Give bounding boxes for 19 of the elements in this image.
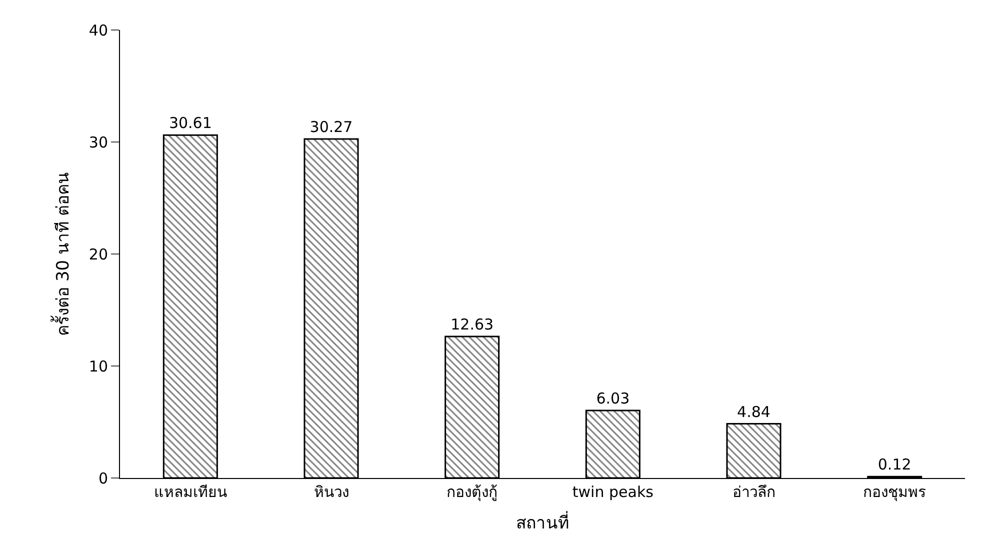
- data-label: 30.61: [168, 114, 212, 132]
- y-tick-label: 10: [88, 357, 108, 376]
- x-tick-label: twin peaks: [572, 483, 654, 501]
- x-tick-label: อ่าวลึก: [732, 483, 776, 501]
- x-tick-label: แหลมเทียน: [154, 483, 227, 501]
- x-tick-label: กองตุ้งกู้: [446, 483, 498, 502]
- y-tick-label: 0: [98, 469, 108, 488]
- y-tick-label: 30: [88, 133, 108, 152]
- data-label: 6.03: [596, 389, 630, 408]
- y-tick-label: 20: [88, 245, 108, 264]
- data-label: 12.63: [450, 316, 494, 334]
- y-axis-title: ครั้งต่อ 30 นาที ต่อคน: [50, 172, 74, 336]
- x-tick-label: หินวง: [314, 483, 349, 501]
- x-tick-label: กองชุมพร: [863, 483, 926, 502]
- data-label: 30.27: [310, 118, 353, 136]
- data-label: 4.84: [737, 402, 770, 421]
- data-label: 0.12: [878, 456, 912, 474]
- y-tick-label: 40: [88, 21, 108, 40]
- x-axis-title: สถานที่: [516, 510, 569, 534]
